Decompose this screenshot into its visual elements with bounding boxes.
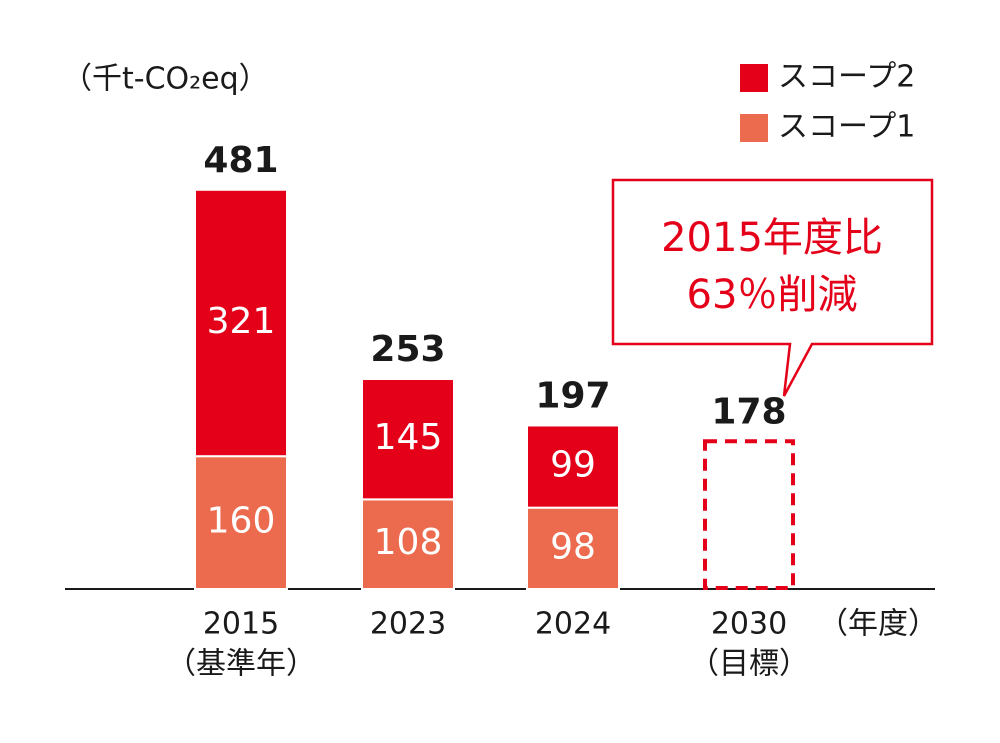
x-tick-label: 2023 xyxy=(370,607,446,642)
annotation: 63％削減 xyxy=(687,272,858,318)
value-label: 99 xyxy=(550,445,596,486)
x-tick-label: 2024 xyxy=(535,607,611,642)
value-label: 98 xyxy=(550,526,596,567)
legend-swatch xyxy=(740,64,768,92)
unit-label: （千t-CO₂eq） xyxy=(62,62,269,97)
value-label: 145 xyxy=(374,417,443,458)
bar-segment xyxy=(361,498,455,590)
legend-label: スコープ2 xyxy=(778,60,915,95)
bar-segment xyxy=(194,188,288,458)
value-label: 160 xyxy=(207,501,276,542)
total-label: 197 xyxy=(535,375,610,416)
x-tick-label: 2030 xyxy=(711,607,787,642)
x-axis-label: （年度） xyxy=(818,607,938,642)
value-label: 321 xyxy=(207,301,276,342)
bar-segment xyxy=(526,506,620,590)
value-label: 108 xyxy=(374,522,443,563)
total-label: 253 xyxy=(370,329,445,370)
bar-segment xyxy=(526,424,620,509)
annotation: 2015年度比 xyxy=(661,215,883,261)
legend-label: スコープ1 xyxy=(778,110,915,145)
total-label: 178 xyxy=(711,391,786,432)
callout-box xyxy=(611,178,934,397)
x-tick-sublabel: （基準年） xyxy=(166,647,316,682)
target-bar xyxy=(703,439,795,591)
x-tick-label: 2015 xyxy=(203,607,279,642)
bar-segment xyxy=(361,378,455,501)
legend-swatch xyxy=(740,114,768,142)
total-label: 481 xyxy=(203,140,278,181)
x-tick-sublabel: （目標） xyxy=(689,647,809,682)
bar-segment xyxy=(194,455,288,591)
